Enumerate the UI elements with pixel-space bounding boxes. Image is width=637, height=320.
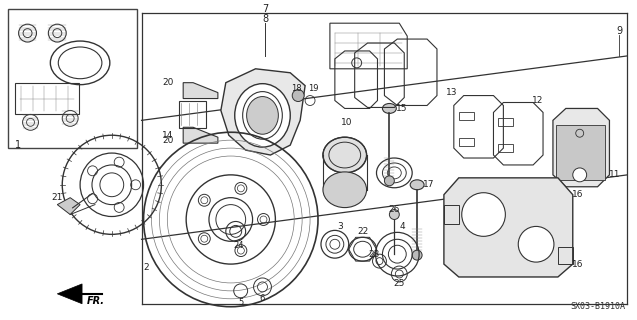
Text: 23: 23 bbox=[369, 250, 380, 259]
Text: 15: 15 bbox=[396, 104, 407, 113]
Text: 12: 12 bbox=[533, 96, 544, 105]
Text: 21: 21 bbox=[52, 193, 63, 202]
Ellipse shape bbox=[234, 84, 290, 147]
Text: 13: 13 bbox=[446, 88, 457, 97]
Text: 18: 18 bbox=[291, 84, 301, 93]
Circle shape bbox=[412, 250, 422, 260]
Ellipse shape bbox=[410, 180, 424, 190]
Circle shape bbox=[462, 193, 505, 236]
Text: 16: 16 bbox=[572, 190, 583, 199]
Text: 1: 1 bbox=[15, 140, 20, 150]
Text: 4: 4 bbox=[399, 222, 405, 231]
Text: 16: 16 bbox=[572, 260, 583, 268]
Text: 2: 2 bbox=[144, 263, 149, 272]
Text: 6: 6 bbox=[260, 294, 265, 303]
Polygon shape bbox=[183, 127, 218, 143]
Text: 11: 11 bbox=[609, 170, 620, 180]
Text: 26: 26 bbox=[389, 205, 400, 214]
Polygon shape bbox=[444, 178, 573, 277]
Text: 7: 7 bbox=[262, 4, 269, 14]
Ellipse shape bbox=[323, 172, 366, 208]
Text: 10: 10 bbox=[341, 118, 352, 127]
Text: 20: 20 bbox=[162, 136, 173, 145]
Polygon shape bbox=[553, 108, 610, 187]
Polygon shape bbox=[221, 69, 305, 155]
Text: SX03-B1910A: SX03-B1910A bbox=[570, 302, 626, 311]
Bar bbox=[556, 125, 606, 180]
Text: 3: 3 bbox=[337, 222, 343, 231]
Text: FR.: FR. bbox=[87, 296, 105, 306]
Polygon shape bbox=[57, 198, 80, 214]
Circle shape bbox=[384, 176, 394, 186]
Text: 25: 25 bbox=[394, 279, 405, 288]
Polygon shape bbox=[183, 83, 218, 99]
Ellipse shape bbox=[382, 103, 396, 113]
Text: 24: 24 bbox=[233, 241, 244, 250]
Ellipse shape bbox=[323, 137, 366, 173]
Text: 20: 20 bbox=[162, 78, 173, 87]
Circle shape bbox=[292, 90, 304, 101]
Text: 19: 19 bbox=[308, 84, 318, 93]
Text: 14: 14 bbox=[162, 131, 173, 140]
Ellipse shape bbox=[247, 97, 278, 134]
Circle shape bbox=[389, 210, 399, 220]
Bar bbox=[8, 9, 136, 148]
Text: 5: 5 bbox=[238, 298, 243, 307]
Text: 9: 9 bbox=[617, 26, 622, 36]
Circle shape bbox=[573, 168, 587, 182]
Text: 17: 17 bbox=[423, 180, 435, 189]
Text: 8: 8 bbox=[262, 14, 269, 24]
Polygon shape bbox=[57, 284, 82, 304]
Text: 22: 22 bbox=[357, 227, 368, 236]
Circle shape bbox=[519, 227, 554, 262]
